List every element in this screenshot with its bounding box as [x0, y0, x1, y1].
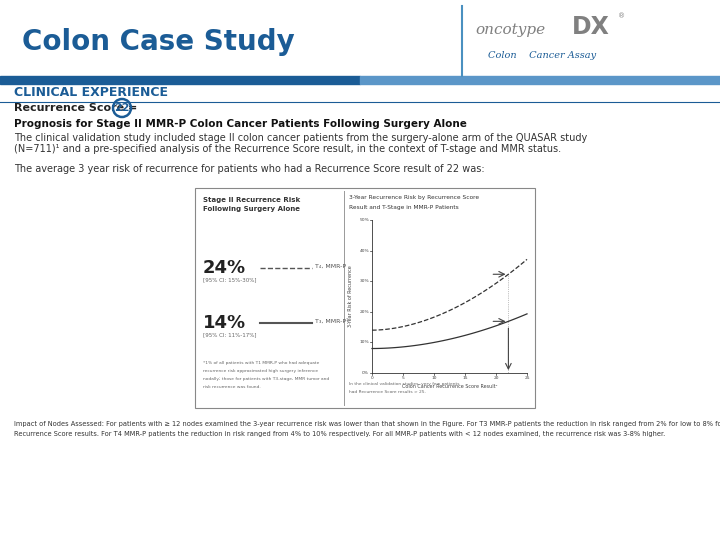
Text: 25: 25 [524, 376, 530, 380]
Text: had Recurrence Score results > 25.: had Recurrence Score results > 25. [349, 390, 426, 394]
Text: The clinical validation study included stage II colon cancer patients from the s: The clinical validation study included s… [14, 133, 588, 143]
Text: Colon Case Study: Colon Case Study [22, 28, 294, 56]
Bar [360, 76, 720, 84]
Text: 24%: 24% [203, 259, 246, 277]
Text: 0%: 0% [362, 371, 369, 375]
Text: Impact of Nodes Assessed: For patients with ≥ 12 nodes examined the 3-year recur: Impact of Nodes Assessed: For patients w… [14, 421, 720, 427]
Text: *1% of all patients with T1 MMR-P who had adequate: *1% of all patients with T1 MMR-P who ha… [203, 361, 320, 365]
Text: oncotype: oncotype [475, 23, 545, 37]
Text: Recurrence Score =: Recurrence Score = [14, 103, 141, 113]
Text: recurrence risk approximated high surgery inference: recurrence risk approximated high surger… [203, 369, 318, 373]
Text: Following Surgery Alone: Following Surgery Alone [203, 206, 300, 212]
Text: 20: 20 [493, 376, 499, 380]
Text: DX: DX [572, 15, 610, 39]
Text: CLINICAL EXPERIENCE: CLINICAL EXPERIENCE [14, 86, 168, 99]
Text: T₃, MMR-P¹: T₃, MMR-P¹ [315, 319, 348, 323]
Text: 3-Year Recurrence Risk by Recurrence Score: 3-Year Recurrence Risk by Recurrence Sco… [349, 195, 479, 200]
Text: 10%: 10% [359, 340, 369, 345]
Text: 3-Year Risk of Recurrence: 3-Year Risk of Recurrence [348, 266, 353, 327]
Text: 50%: 50% [359, 218, 369, 222]
Text: ®: ® [618, 13, 625, 19]
Text: 15: 15 [462, 376, 468, 380]
Text: 10: 10 [431, 376, 437, 380]
Text: Prognosis for Stage II MMR-P Colon Cancer Patients Following Surgery Alone: Prognosis for Stage II MMR-P Colon Cance… [14, 119, 467, 129]
Bar [0, 76, 360, 84]
Text: [95% CI: 11%-17%]: [95% CI: 11%-17%] [203, 333, 256, 338]
Text: 14%: 14% [203, 314, 246, 332]
Text: Result and T-Stage in MMR-P Patients: Result and T-Stage in MMR-P Patients [349, 205, 459, 210]
Text: 40%: 40% [359, 248, 369, 253]
Text: T₄, MMR-P: T₄, MMR-P [315, 264, 346, 268]
Text: Recurrence Score results. For T4 MMR-P patients the reduction in risk ranged fro: Recurrence Score results. For T4 MMR-P p… [14, 431, 665, 437]
Text: Stage II Recurrence Risk: Stage II Recurrence Risk [203, 197, 300, 203]
Bar [195, 188, 535, 408]
Text: 30%: 30% [359, 279, 369, 283]
Text: nodally; those for patients with T3-stage, MMR tumor and: nodally; those for patients with T3-stag… [203, 377, 329, 381]
Text: 0: 0 [371, 376, 374, 380]
Text: 22: 22 [114, 103, 130, 113]
Text: (N=711)¹ and a pre-specified analysis of the Recurrence Score result, in the con: (N=711)¹ and a pre-specified analysis of… [14, 144, 561, 154]
Bar [0, 84, 720, 102]
Text: Colon Cancer Recurrence Score Result¹: Colon Cancer Recurrence Score Result¹ [402, 384, 498, 389]
Text: [95% CI: 15%-30%]: [95% CI: 15%-30%] [203, 278, 256, 282]
Text: 5: 5 [402, 376, 405, 380]
Text: risk recurrence was found.: risk recurrence was found. [203, 385, 261, 389]
Text: In the clinical validation studies, very few patients: In the clinical validation studies, very… [349, 382, 459, 386]
Text: Colon    Cancer Assay: Colon Cancer Assay [488, 51, 596, 60]
Text: The average 3 year risk of recurrence for patients who had a Recurrence Score re: The average 3 year risk of recurrence fo… [14, 164, 485, 174]
Text: 20%: 20% [359, 310, 369, 314]
